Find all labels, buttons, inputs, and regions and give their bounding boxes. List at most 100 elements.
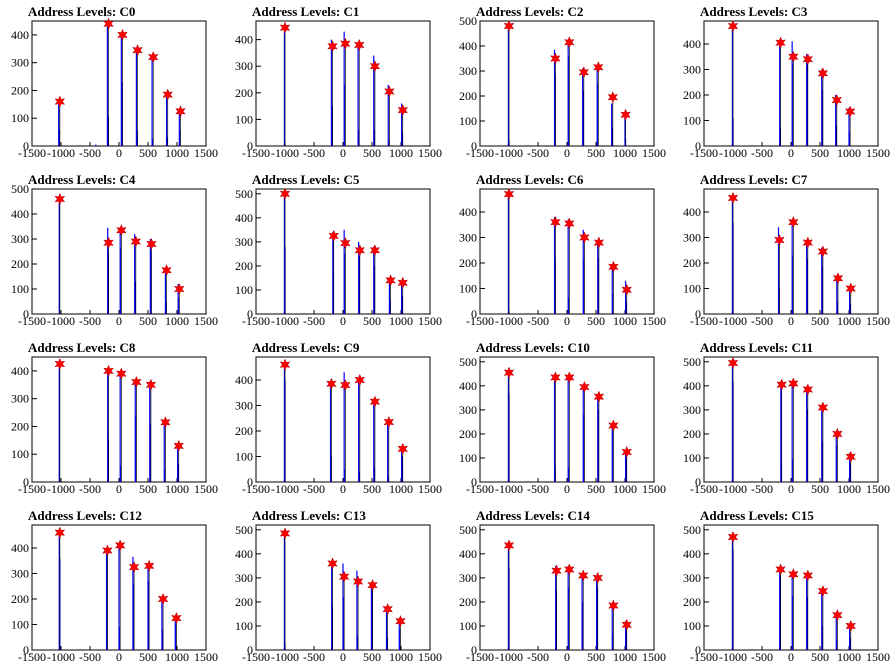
- x-tick-label: -1500: [690, 482, 718, 496]
- x-tick-label: -500: [303, 650, 325, 664]
- x-tick-label: 1500: [418, 482, 442, 496]
- peak-marker: [845, 450, 857, 463]
- peak-marker: [802, 236, 814, 249]
- chart-svg: 0 100 200 300 400 -1500 -1000 -500 0 500 1000 1500: [235, 356, 442, 496]
- peak-marker: [817, 584, 829, 598]
- x-tick-label: 0: [564, 314, 570, 328]
- peak-marker: [384, 85, 395, 98]
- x-tick-label: -500: [79, 146, 101, 160]
- x-tick-label: 0: [340, 650, 346, 664]
- chart-panel: Address Levels: C2 0 100 200 300 400 500 -1500-…: [448, 0, 672, 168]
- peak-marker: [787, 568, 799, 581]
- y-tick-label: 500: [235, 523, 253, 537]
- x-tick-label: 1000: [389, 146, 413, 160]
- x-tick-label: 1500: [642, 314, 666, 328]
- x-tick-label: 1000: [389, 650, 413, 664]
- y-tick-label: 300: [235, 59, 253, 73]
- peak-marker: [775, 563, 786, 576]
- peak-marker: [832, 272, 844, 285]
- peak-marker: [593, 236, 605, 249]
- peak-marker: [103, 364, 114, 378]
- peak-marker: [817, 245, 829, 258]
- y-tick-label: 400: [11, 207, 29, 221]
- x-tick-label: -1000: [47, 146, 75, 160]
- x-tick-label: -1000: [271, 650, 299, 664]
- x-tick-label: 1500: [642, 146, 666, 160]
- peak-marker: [727, 356, 739, 370]
- y-tick-label: 200: [683, 427, 701, 441]
- chart-title: Address Levels: C9: [252, 340, 360, 355]
- peak-marker: [326, 377, 337, 390]
- y-tick-label: 300: [683, 403, 701, 417]
- plot-frame: [255, 20, 431, 147]
- x-tick-label: -500: [527, 314, 549, 328]
- y-tick-label: 400: [459, 547, 477, 561]
- x-tick-label: 500: [139, 146, 157, 160]
- y-tick-label: 400: [459, 379, 477, 393]
- y-tick-label: 400: [235, 211, 253, 225]
- chart-panel: Address Levels: C7 0 100 200 300 400 -1500 -100…: [672, 168, 896, 336]
- y-tick-label: 100: [11, 111, 29, 125]
- peak-marker: [397, 442, 409, 456]
- chart-svg: 0 100 200 300 400 -1500 -1000 -500 0 500 1000 1500: [683, 188, 890, 328]
- peak-marker: [338, 570, 350, 583]
- y-tick-label: 200: [683, 595, 701, 609]
- y-tick-label: 100: [459, 451, 477, 465]
- y-tick-label: 500: [683, 355, 701, 369]
- x-tick-label: -1500: [466, 650, 494, 664]
- x-tick-label: 1000: [837, 146, 861, 160]
- peak-marker: [621, 445, 633, 459]
- y-tick-label: 100: [459, 114, 477, 128]
- peak-marker: [397, 276, 409, 289]
- x-tick-label: -1000: [719, 146, 747, 160]
- peak-marker: [157, 592, 169, 606]
- y-tick-label: 100: [459, 281, 477, 295]
- peak-marker: [279, 21, 291, 34]
- peak-marker: [577, 569, 589, 582]
- chart-title: Address Levels: C14: [476, 508, 590, 523]
- peak-marker: [503, 366, 515, 379]
- x-tick-label: -500: [527, 650, 549, 664]
- peak-marker: [503, 187, 515, 201]
- peak-marker: [171, 611, 182, 625]
- peak-marker: [817, 401, 829, 414]
- x-tick-label: -500: [751, 650, 773, 664]
- peak-marker: [327, 40, 338, 53]
- y-tick-label: 400: [683, 37, 701, 51]
- peak-marker: [802, 383, 814, 396]
- x-tick-label: -1000: [495, 650, 523, 664]
- plot-frame: [703, 188, 879, 315]
- peak-marker: [787, 377, 799, 390]
- x-tick-label: 500: [363, 314, 381, 328]
- chart-svg: 0 100 200 300 400 500 -1500 -1000 -500 0 500 1000 15…: [459, 14, 666, 160]
- y-tick-label: 400: [683, 547, 701, 561]
- peak-marker: [845, 619, 857, 633]
- y-tick-label: 200: [235, 259, 253, 273]
- x-tick-label: -1500: [18, 146, 46, 160]
- peak-marker: [369, 244, 381, 257]
- peak-marker: [563, 563, 575, 576]
- x-tick-label: 1000: [613, 650, 637, 664]
- chart-svg: 0 100 200 300 400 500 -1500 -1000 -500 0 500 1000 15…: [683, 523, 890, 664]
- peak-marker: [54, 95, 66, 108]
- peak-marker: [382, 602, 394, 616]
- y-tick-label: 200: [235, 424, 253, 438]
- y-tick-label: 100: [235, 283, 253, 297]
- peak-marker: [327, 557, 338, 570]
- y-tick-label: 200: [683, 256, 701, 270]
- chart-panel: Address Levels: C15 0 100 200 300 400 500 -1500…: [672, 504, 896, 672]
- y-tick-label: 500: [459, 523, 477, 537]
- x-tick-label: -1500: [18, 314, 46, 328]
- x-tick-label: -1500: [466, 146, 494, 160]
- x-tick-label: 1000: [837, 314, 861, 328]
- x-tick-label: -500: [751, 482, 773, 496]
- x-tick-label: -1500: [690, 146, 718, 160]
- y-tick-label: 300: [683, 230, 701, 244]
- chart-title: Address Levels: C15: [700, 508, 814, 523]
- peak-marker: [367, 578, 378, 592]
- peak-marker: [146, 237, 157, 251]
- x-tick-label: 0: [564, 146, 570, 160]
- chart-panel: Address Levels: C12 0 100 200 300 400 -1500 -10…: [0, 504, 224, 672]
- y-tick-label: 100: [683, 619, 701, 633]
